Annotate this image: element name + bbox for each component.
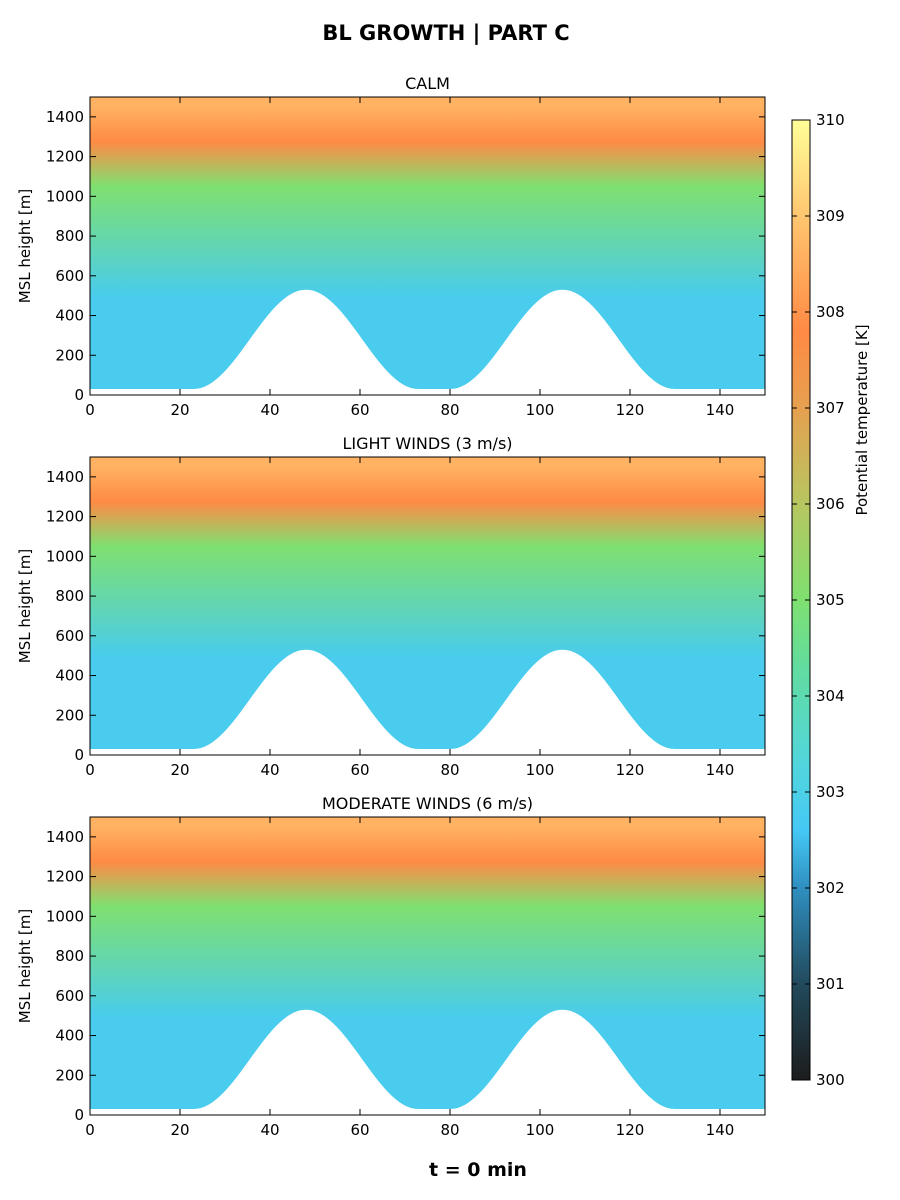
- y-tick-label: 600: [55, 267, 84, 285]
- terrain: [90, 289, 765, 395]
- colorbar-tick-label: 308: [816, 303, 845, 321]
- y-axis-label: MSL height [m]: [16, 549, 34, 664]
- y-tick-label: 0: [74, 1106, 84, 1124]
- x-tick-label: 20: [170, 401, 189, 419]
- y-tick-label: 1000: [46, 187, 84, 205]
- y-tick-label: 400: [55, 667, 84, 685]
- x-tick-label: 140: [706, 761, 735, 779]
- colorbar-tick-label: 310: [816, 111, 845, 129]
- axes-frame: [89, 456, 766, 756]
- x-tick-label: 0: [85, 761, 95, 779]
- y-tick-label: 1200: [46, 868, 84, 886]
- x-tick-label: 20: [170, 761, 189, 779]
- panel-title: LIGHT WINDS (3 m/s): [342, 434, 512, 453]
- colorbar-tick-label: 307: [816, 399, 845, 417]
- x-tick-label: 100: [526, 401, 555, 419]
- time-label: t = 0 min: [429, 1159, 527, 1181]
- colorbar-tick-label: 309: [816, 207, 845, 225]
- colorbar-tick-label: 302: [816, 879, 845, 897]
- x-tick-label: 0: [85, 401, 95, 419]
- x-tick-label: 60: [350, 1121, 369, 1139]
- y-tick-label: 1200: [46, 148, 84, 166]
- terrain: [90, 1009, 765, 1115]
- y-tick-label: 1000: [46, 907, 84, 925]
- colorbar: 300 301 302 303 304 305 306 307 308 309 310 Potenti…: [791, 111, 871, 1089]
- y-tick-label: 400: [55, 307, 84, 325]
- x-tick-label: 80: [440, 1121, 459, 1139]
- x-tick-label: 60: [350, 401, 369, 419]
- axes-frame: [89, 816, 766, 1116]
- colorbar-label: Potential temperature [K]: [853, 324, 871, 515]
- y-tick-label: 1200: [46, 508, 84, 526]
- x-tick-label: 120: [616, 401, 645, 419]
- temperature-field: [90, 457, 765, 755]
- colorbar-tick-label: 304: [816, 687, 845, 705]
- colorbar-tick-label: 305: [816, 591, 845, 609]
- figure-title: BL GROWTH | PART C: [322, 21, 569, 46]
- y-tick-label: 200: [55, 1066, 84, 1084]
- panel-3: MODERATE WINDS (6 m/s) 0 20 40 60 80 100 120 140…: [16, 794, 766, 1139]
- panel-2: LIGHT WINDS (3 m/s)0 20 40 60 80 100 120 140020…: [16, 434, 766, 779]
- y-axis-label: MSL height [m]: [16, 189, 34, 304]
- y-tick-label: 1400: [46, 468, 84, 486]
- y-tick-label: 200: [55, 346, 84, 364]
- x-tick-label: 60: [350, 761, 369, 779]
- x-tick-label: 40: [260, 1121, 279, 1139]
- temperature-field: [90, 97, 765, 395]
- y-tick-label: 0: [74, 746, 84, 764]
- panel-title: CALM: [405, 74, 450, 93]
- colorbar-tick-label: 303: [816, 783, 845, 801]
- y-tick-label: 0: [74, 386, 84, 404]
- y-tick-label: 800: [55, 587, 84, 605]
- y-tick-label: 400: [55, 1027, 84, 1045]
- y-tick-label: 200: [55, 706, 84, 724]
- y-tick-label: 800: [55, 947, 84, 965]
- y-tick-label: 1000: [46, 547, 84, 565]
- x-tick-label: 80: [440, 761, 459, 779]
- temperature-field: [90, 817, 765, 1115]
- x-tick-label: 100: [526, 761, 555, 779]
- x-tick-label: 20: [170, 1121, 189, 1139]
- y-tick-label: 600: [55, 987, 84, 1005]
- panel-title: MODERATE WINDS (6 m/s): [322, 794, 533, 813]
- x-tick-label: 0: [85, 1121, 95, 1139]
- x-tick-label: 120: [616, 761, 645, 779]
- x-tick-label: 140: [706, 1121, 735, 1139]
- x-tick-label: 40: [260, 761, 279, 779]
- x-tick-label: 100: [526, 1121, 555, 1139]
- y-tick-label: 1400: [46, 108, 84, 126]
- colorbar-tick-label: 306: [816, 495, 845, 513]
- y-tick-label: 600: [55, 627, 84, 645]
- y-axis-label: MSL height [m]: [16, 909, 34, 1024]
- x-tick-label: 140: [706, 401, 735, 419]
- y-tick-label: 1400: [46, 828, 84, 846]
- x-tick-label: 80: [440, 401, 459, 419]
- axes-frame: [89, 96, 766, 396]
- colorbar-tick-label: 301: [816, 975, 845, 993]
- x-tick-label: 40: [260, 401, 279, 419]
- colorbar-tick-label: 300: [816, 1071, 845, 1089]
- y-tick-label: 800: [55, 227, 84, 245]
- x-tick-label: 120: [616, 1121, 645, 1139]
- terrain: [90, 649, 765, 755]
